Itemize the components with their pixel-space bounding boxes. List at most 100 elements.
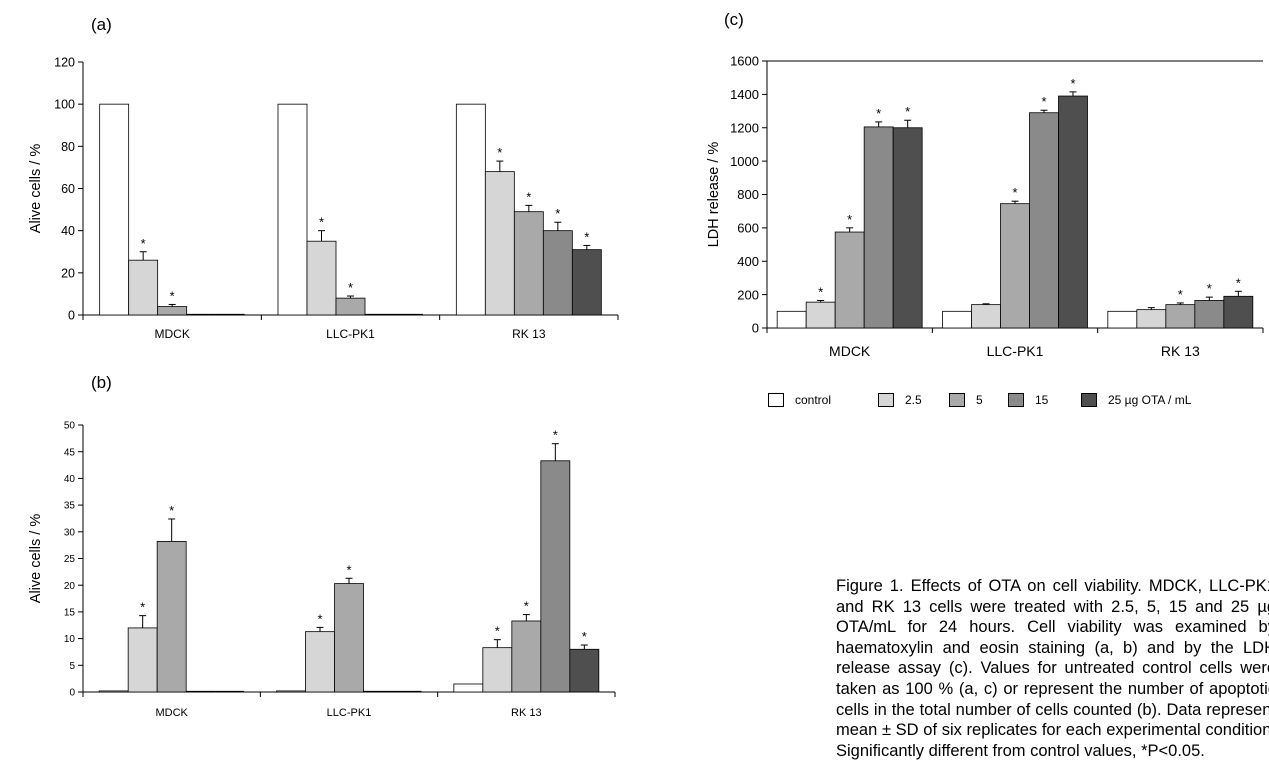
panel-c-label: (c)	[724, 10, 744, 29]
chart-c-bar	[1058, 95, 1088, 329]
chart-a-significance-marker: *	[141, 236, 146, 251]
chart-a: 0 20 40 60 80 100 120 Alive cells / % MDCK * * LLC-…	[28, 56, 619, 341]
chart-c-category-label: RK 13	[1161, 343, 1200, 359]
chart-a-significance-marker: *	[348, 280, 353, 295]
chart-b-category-label: LLC-PK1	[327, 707, 372, 719]
chart-b: 0 5 10 15 20 25 30 35 40 45 50 Alive cells / % MDCK *…	[28, 421, 616, 719]
chart-c-category-label: LLC-PK1	[987, 343, 1044, 359]
chart-b-bar	[540, 460, 571, 693]
figure-caption: Figure 1. Effects of OTA on cell viabili…	[836, 576, 1269, 761]
chart-c-y-tick-label: 1200	[730, 120, 759, 135]
chart-c-bar	[863, 126, 894, 329]
chart-a-significance-marker: *	[319, 215, 324, 230]
chart-b-bar	[156, 541, 187, 693]
chart-b-y-tick-label: 15	[64, 608, 76, 619]
chart-b-y-tick-label: 0	[69, 688, 75, 699]
chart-a-y-tick-label: 20	[61, 266, 75, 280]
chart-c-bar	[1194, 300, 1225, 329]
chart-b-bar	[127, 627, 158, 693]
chart-a-y-tick-label: 120	[54, 56, 75, 70]
chart-a-bar	[306, 240, 337, 316]
legend-item-5: 5	[949, 392, 983, 408]
chart-a-bar	[157, 306, 188, 316]
chart-b-bar	[334, 583, 364, 693]
chart-a-bar	[335, 297, 366, 316]
legend-item-15: 15	[1008, 392, 1048, 408]
chart-b-y-tick-label: 35	[64, 501, 76, 512]
legend-label-control: control	[795, 393, 832, 407]
chart-c-bar	[805, 301, 836, 329]
chart-c-bar	[1165, 304, 1196, 329]
chart-c-bar	[776, 310, 807, 329]
chart-a-y-tick-label: 60	[61, 182, 75, 196]
legend-swatch-15	[1008, 393, 1024, 407]
chart-c-significance-marker: *	[905, 104, 910, 119]
chart-c-y-tick-label: 1400	[730, 87, 759, 102]
chart-c-significance-marker: *	[1070, 76, 1075, 91]
chart-a-y-tick-label: 0	[68, 309, 75, 323]
chart-b-bar	[98, 690, 129, 693]
chart-c-bar	[942, 310, 972, 329]
chart-b-y-tick-label: 25	[64, 554, 76, 565]
chart-c-bar	[1136, 309, 1167, 329]
legend-swatch-25	[1081, 393, 1097, 407]
chart-a-bar	[128, 259, 159, 316]
chart-b-bar	[276, 690, 306, 693]
chart-b-significance-marker: *	[169, 503, 174, 518]
panel-a-label: (a)	[91, 15, 112, 34]
chart-c-y-tick-label: 0	[752, 321, 759, 336]
chart-b-bar	[453, 683, 484, 693]
chart-a-y-axis-label: Alive cells / %	[28, 144, 44, 234]
chart-b-y-tick-label: 30	[64, 527, 76, 538]
chart-c-bar	[1223, 295, 1254, 329]
chart-b-y-axis-label: Alive cells / %	[28, 514, 44, 604]
chart-b-significance-marker: *	[495, 624, 500, 639]
legend-label-5: 5	[976, 393, 983, 407]
chart-a-y-tick-label: 80	[61, 140, 75, 154]
chart-a-bar	[277, 103, 308, 316]
chart-a-bar	[99, 103, 130, 316]
chart-b-significance-marker: *	[524, 599, 529, 614]
chart-b-significance-marker: *	[346, 562, 351, 577]
chart-c-significance-marker: *	[818, 284, 823, 299]
legend-item-2-5: 2.5	[878, 392, 922, 408]
chart-a-category-label: RK 13	[512, 327, 546, 341]
chart-b-bar	[482, 647, 513, 693]
chart-a-bar	[571, 249, 602, 316]
chart-c-significance-marker: *	[1178, 287, 1183, 302]
chart-b-y-tick-label: 10	[64, 634, 76, 645]
chart-c: 0 200 400 600 800 1000 1200 1400 1600 LDH release…	[706, 54, 1264, 359]
panel-b-label: (b)	[91, 373, 112, 392]
chart-c-bar	[1029, 112, 1059, 329]
chart-c-bar	[1000, 203, 1030, 329]
chart-a-bar	[455, 103, 486, 316]
legend-label-15: 15	[1035, 393, 1049, 407]
legend-label-25: 25 µg OTA / mL	[1108, 393, 1192, 407]
chart-a-y-tick-label: 100	[54, 98, 75, 112]
chart-c-y-tick-label: 1000	[730, 154, 759, 169]
chart-b-y-tick-label: 5	[69, 661, 75, 672]
chart-c-y-tick-label: 1600	[730, 54, 759, 69]
chart-a-significance-marker: *	[497, 145, 502, 160]
chart-c-bar	[971, 304, 1001, 329]
chart-b-y-tick-label: 20	[64, 581, 76, 592]
chart-c-y-tick-label: 800	[737, 187, 759, 202]
chart-b-category-label: RK 13	[511, 707, 542, 719]
chart-c-y-tick-label: 600	[737, 221, 759, 236]
caption-figure-number: Figure 1.	[836, 577, 904, 595]
chart-c-significance-marker: *	[1236, 275, 1241, 290]
chart-b-significance-marker: *	[140, 600, 145, 615]
legend-item-control: control	[768, 392, 831, 408]
chart-b-y-tick-label: 40	[64, 474, 76, 485]
chart-a-bar	[542, 230, 573, 316]
chart-a-category-label: LLC-PK1	[326, 327, 375, 341]
legend-swatch-2-5	[878, 393, 894, 407]
chart-c-y-axis-label: LDH release / %	[706, 142, 722, 248]
chart-b-category-label: MDCK	[155, 707, 188, 719]
chart-a-significance-marker: *	[555, 206, 560, 221]
chart-a-significance-marker: *	[584, 229, 589, 244]
chart-b-bar	[305, 631, 335, 693]
chart-b-y-tick-label: 45	[64, 447, 76, 458]
legend-label-2-5: 2.5	[905, 393, 922, 407]
chart-b-y-tick-label: 50	[64, 421, 76, 432]
